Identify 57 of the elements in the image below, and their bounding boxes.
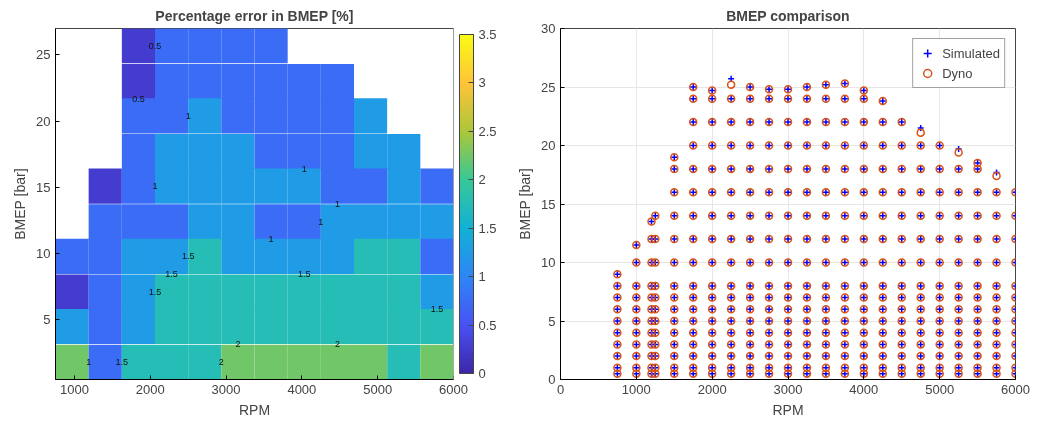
chart-title: Percentage error in BMEP [%] [155,7,354,24]
y-tick-label: 30 [541,21,556,36]
legend-label: Dyno [942,65,973,81]
y-tick-label: 20 [541,138,556,153]
annotation: 1.5 [297,269,311,280]
legend-label: Simulated [942,45,1000,61]
annotation: 2 [235,339,241,350]
y-axis-title: BMEP [bar] [517,168,534,240]
y-tick-label: 25 [36,47,51,63]
annotation: 1.5 [430,304,444,315]
y-tick-label: 5 [548,313,556,329]
x-tick-label: 1000 [59,381,89,397]
x-tick-label: 4000 [287,381,317,397]
color-bar-label: 0 [478,366,486,381]
y-axis-title: BMEP [bar] [12,168,29,240]
y-tick-label: 15 [541,196,556,212]
color-bar-label: 2.5 [478,123,497,139]
annotation: 1 [185,110,191,121]
x-tick-label: 1000 [621,381,651,397]
x-tick-label: 6000 [439,381,468,397]
annotation: 1 [86,357,92,368]
color-bar-label: 2 [478,172,486,188]
annotation: 1 [268,234,274,245]
annotation: 0.5 [148,40,162,51]
x-tick-label: 3000 [211,381,241,397]
annotation: 1 [152,181,158,192]
annotation: 1 [301,163,307,174]
chart-title: BMEP comparison [726,7,850,24]
annotation: 1.5 [165,269,178,280]
y-tick-label: 20 [36,113,51,129]
y-tick-label: 5 [43,312,51,328]
color-bar-label: 3.5 [478,27,497,42]
annotation: 1 [334,199,340,209]
color-bar-label: 1 [478,269,486,285]
x-tick-label: 4000 [849,381,879,397]
annotation: 2 [334,339,340,350]
annotation: 0.5 [132,93,145,104]
color-bar-label: 1.5 [478,220,497,236]
color-bar-label: 3 [478,75,486,91]
y-tick-label: 10 [541,255,556,270]
x-tick-label: 2000 [135,381,165,397]
y-tick-label: 15 [36,179,51,195]
annotation: 1 [318,216,324,227]
y-tick-label: 25 [541,79,556,95]
x-tick-label: 5000 [925,381,955,397]
color-bar-label: 0.5 [478,317,497,333]
annotation: 1.5 [181,251,195,262]
x-tick-label: 3000 [773,381,803,397]
annotation: 1.5 [148,287,162,298]
x-tick-label: 6000 [1001,381,1030,397]
y-tick-label: 10 [36,246,51,262]
x-tick-label: 5000 [363,381,393,397]
annotation: 1.5 [115,357,129,368]
x-tick-label: 2000 [697,381,727,397]
annotation: 2 [218,357,224,368]
x-axis-title: RPM [772,401,804,418]
x-axis-title: RPM [238,401,271,418]
